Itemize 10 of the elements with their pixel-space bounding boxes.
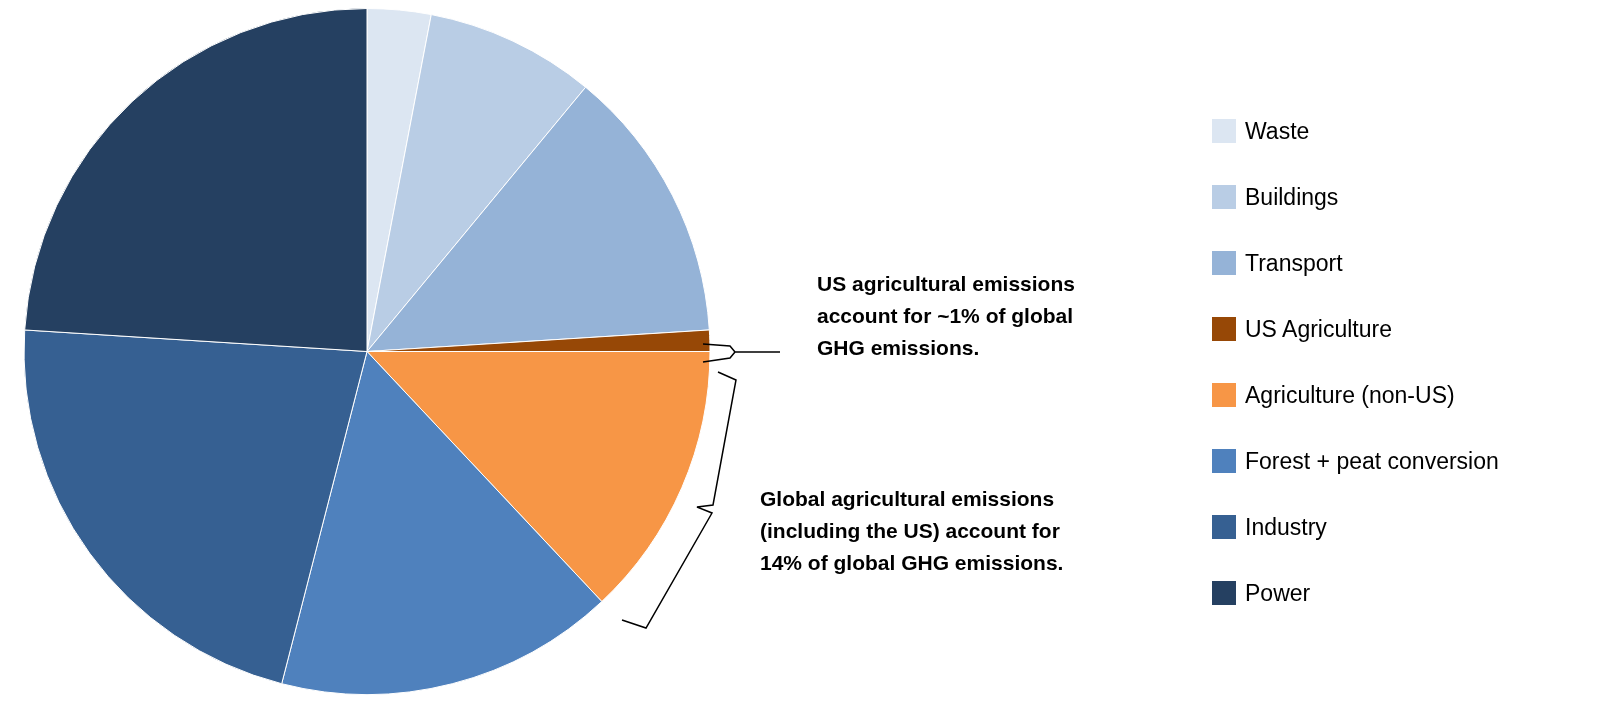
legend-label: Industry (1245, 513, 1327, 541)
text: US agricultural emissions account for ~1% of global GHG emissions. (817, 271, 1076, 361)
legend-label: Forest + peat conversion (1245, 447, 1499, 475)
legend-label: Agriculture (non-US) (1245, 381, 1455, 409)
legend-label: US Agriculture (1245, 315, 1393, 343)
legend-label: Buildings (1245, 183, 1339, 211)
text: Global agricultural emissions (including the US) account for 14% of global GHG emissions. (760, 486, 1065, 576)
legend-label: Power (1245, 579, 1311, 607)
legend-label: Waste (1245, 117, 1310, 145)
legend-label: Transport (1245, 249, 1343, 277)
